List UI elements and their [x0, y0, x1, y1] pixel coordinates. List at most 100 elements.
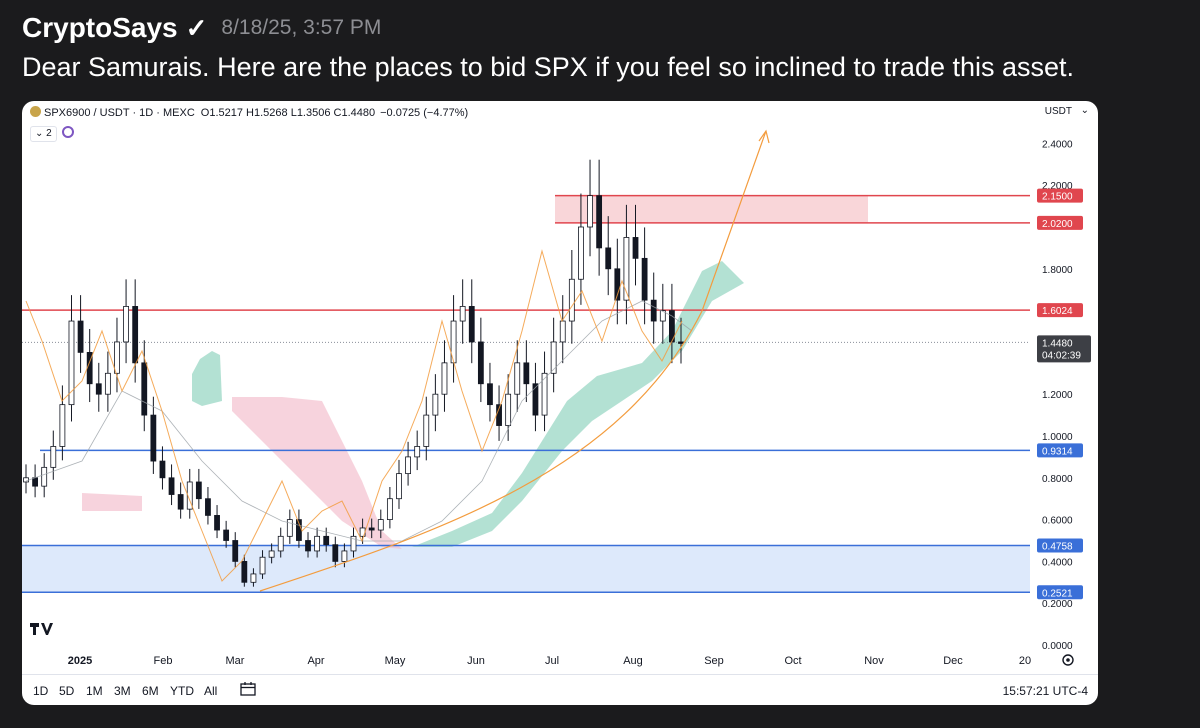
currency-label[interactable]: USDT — [1044, 106, 1072, 117]
candle — [214, 505, 220, 539]
candle-body — [195, 481, 202, 500]
candle-body — [186, 481, 193, 510]
candle — [468, 279, 475, 364]
candle-body — [541, 372, 548, 416]
oscillator-line — [25, 249, 683, 582]
candle — [596, 159, 603, 276]
candle — [23, 464, 29, 494]
candle — [614, 238, 621, 325]
candle-body — [578, 226, 584, 280]
candle-body — [123, 306, 129, 343]
price-axis-label: 1.8000 — [1042, 265, 1073, 276]
level-tag-label: 1.6024 — [1042, 306, 1073, 317]
candle-body — [568, 278, 575, 322]
author-name[interactable]: CryptoSays — [22, 12, 178, 43]
level-tag-label: 0.2521 — [1042, 588, 1073, 599]
symbol-legend: SPX6900 / USDT · 1D · MEXC O1.5217 H1.526… — [30, 106, 468, 119]
range-ytd-button[interactable]: YTD — [170, 684, 194, 698]
time-axis-label: Dec — [943, 655, 963, 667]
level-tag-label: 2.0200 — [1042, 219, 1073, 230]
candle-body — [305, 540, 311, 552]
price-change: −0.0725 (−4.77%) — [380, 107, 469, 119]
time-axis-label: 20 — [1019, 655, 1031, 667]
candle-body — [77, 320, 84, 353]
candle — [541, 351, 548, 432]
price-axis-label: 0.8000 — [1042, 474, 1073, 485]
candle — [423, 396, 430, 461]
candle — [587, 159, 593, 257]
candle-body — [168, 477, 175, 495]
candle-body — [423, 414, 430, 447]
range-all-button[interactable]: All — [204, 684, 218, 698]
range-5d-button[interactable]: 5D — [59, 684, 75, 698]
candle — [123, 279, 129, 364]
indicator-collapse-button[interactable]: ⌄ 2 — [30, 126, 57, 142]
candle-body — [632, 237, 639, 259]
candle-body — [487, 383, 493, 406]
candle — [550, 317, 557, 393]
candle-body — [559, 320, 566, 343]
arrow-head-icon — [758, 129, 770, 144]
candle — [250, 568, 257, 587]
settings-icon-center — [1066, 658, 1070, 662]
candle-body — [641, 257, 648, 301]
range-toolbar: 1D 5D 1M 3M 6M YTD All 15:57:21 UTC-4 — [22, 674, 1098, 705]
candle-body — [32, 477, 38, 487]
candle-body — [432, 393, 439, 416]
candle-body — [341, 550, 348, 562]
range-1m-button[interactable]: 1M — [86, 684, 103, 698]
indicator-icon[interactable] — [62, 126, 74, 138]
ohlc-values: O1.5217 H1.5268 L1.3506 C1.4480 — [200, 107, 376, 119]
symbol-title: SPX6900 / USDT · 1D · MEXC — [44, 107, 195, 119]
level-tag-bg — [1037, 188, 1083, 203]
calendar-icon[interactable] — [240, 682, 256, 696]
ichimoku-cloud — [192, 351, 222, 406]
candle-body — [314, 535, 321, 552]
candle-body — [214, 515, 220, 531]
chart-image: 2.4000 2.2000 1.8000 1.2000 1.0000 0.8000 0.60… — [22, 101, 1098, 705]
candle-body — [596, 195, 603, 249]
candle-body — [532, 383, 539, 416]
candle-body — [59, 404, 66, 447]
time-axis-label: Jul — [545, 655, 559, 667]
range-3m-button[interactable]: 3M — [114, 684, 131, 698]
candle — [505, 374, 512, 441]
candle-body — [587, 195, 593, 228]
candle — [559, 295, 566, 364]
price-chart: 2.4000 2.2000 1.8000 1.2000 1.0000 0.8000 0.60… — [22, 129, 1091, 667]
post-header: CryptoSays ✓ 8/18/25, 3:57 PM — [22, 8, 381, 48]
candle — [323, 527, 330, 552]
candle — [241, 554, 248, 587]
level-tag: 0.4758 — [1037, 538, 1083, 553]
candle-body — [377, 519, 384, 531]
candle — [305, 532, 311, 558]
candle-body — [605, 247, 612, 270]
candle — [386, 486, 393, 529]
time-axis-label: Sep — [704, 655, 724, 667]
chart-legend-bar: SPX6900 / USDT · 1D · MEXC O1.5217 H1.526… — [22, 101, 1098, 123]
range-1d-button[interactable]: 1D — [33, 684, 49, 698]
candle-body — [468, 306, 475, 343]
chevron-down-icon[interactable]: ⌄ — [1080, 105, 1089, 116]
settings-icon[interactable] — [1062, 654, 1074, 666]
candle-body — [159, 460, 166, 479]
candle-body — [95, 383, 102, 395]
candle-body — [514, 362, 521, 395]
candle — [286, 509, 293, 544]
candle — [650, 272, 657, 344]
candle — [159, 446, 166, 490]
time-axis-label: May — [385, 655, 406, 667]
candle-body — [368, 527, 375, 531]
candle-body — [678, 341, 684, 344]
candle-body — [414, 446, 421, 458]
candle-body — [523, 362, 530, 385]
price-axis-label: 1.2000 — [1042, 390, 1073, 401]
level-tag-bg — [1037, 538, 1083, 553]
candle — [277, 527, 284, 558]
candle-body — [505, 393, 512, 426]
candle — [168, 464, 175, 506]
candle — [459, 279, 466, 344]
candle — [186, 468, 193, 519]
range-6m-button[interactable]: 6M — [142, 684, 159, 698]
level-tag-bg — [1037, 215, 1083, 230]
